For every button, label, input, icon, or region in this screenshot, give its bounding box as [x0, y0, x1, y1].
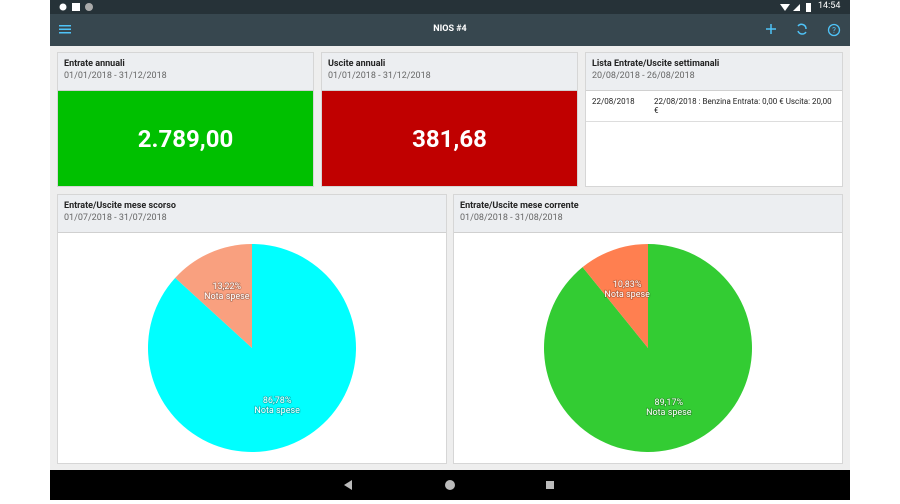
slice-value-label: 89,17%: [655, 398, 684, 408]
pie-slice: [582, 244, 648, 348]
card: Uscite annuali 01/01/2018 - 31/12/2018 38…: [321, 52, 578, 187]
card-title: Entrate annuali: [64, 59, 125, 69]
clock: 14:54: [818, 1, 841, 11]
back-button[interactable]: [344, 480, 352, 490]
card-title: Uscite annuali: [328, 59, 386, 69]
card: Lista Entrate/Uscite settimanali 20/08/20…: [585, 52, 843, 187]
status-icons: [59, 3, 93, 11]
help-button[interactable]: ?: [827, 23, 841, 37]
slice-value-label: 10,83%: [613, 280, 642, 290]
status-bar: 14:54: [50, 0, 850, 14]
dashboard: Entrate annuali 01/01/2018 - 31/12/2018 2…: [50, 46, 850, 470]
card-title: Lista Entrate/Uscite settimanali: [592, 59, 720, 69]
card-subtitle: 20/08/2018 - 26/08/2018: [592, 71, 695, 81]
slice-value-label: 86,78%: [263, 396, 292, 406]
home-button[interactable]: [445, 480, 455, 490]
signal-icons: [780, 3, 811, 12]
card-subtitle: 01/08/2018 - 31/08/2018: [460, 213, 563, 223]
slice-value-label: 13,22%: [213, 282, 242, 292]
actions: ?: [766, 23, 841, 37]
pie-slice: [175, 244, 252, 348]
row-date: 22/08/2018: [592, 97, 635, 106]
row-text: 22/08/2018 : Benzina Entrata: 0,00 € Usc…: [654, 97, 832, 115]
slice-category-label: Nota spese: [646, 408, 692, 418]
add-button[interactable]: [766, 24, 776, 34]
pie-card: Entrate/Uscite mese corrente 01/08/2018 -…: [453, 194, 843, 464]
card-subtitle: 01/07/2018 - 31/07/2018: [64, 213, 167, 223]
recents-button[interactable]: [546, 481, 554, 489]
pie-slice: [148, 244, 357, 452]
nav-buttons: [344, 480, 554, 490]
card-subtitle: 01/01/2018 - 31/12/2018: [64, 71, 167, 81]
pie-card: Entrate/Uscite mese scorso 01/07/2018 - 3…: [57, 194, 447, 464]
app-bar: NIOS #4 ?: [50, 14, 850, 46]
card-value: 381,68: [322, 91, 577, 186]
slice-category-label: Nota spese: [254, 406, 300, 416]
card: Entrate annuali 01/01/2018 - 31/12/2018 2…: [57, 52, 314, 187]
slice-category-label: Nota spese: [204, 292, 250, 302]
list-row[interactable]: 22/08/2018 22/08/2018 : Benzina Entrata: …: [586, 91, 842, 122]
card-value: 2.789,00: [58, 91, 313, 186]
sync-button[interactable]: [797, 23, 807, 35]
card-title: Entrate/Uscite mese scorso: [64, 201, 176, 211]
nav-bar: [50, 470, 850, 500]
app-title: NIOS #4: [433, 24, 467, 34]
card-title: Entrate/Uscite mese corrente: [460, 201, 579, 211]
menu-button[interactable]: [59, 24, 71, 34]
svg-text:?: ?: [832, 26, 836, 35]
card-subtitle: 01/01/2018 - 31/12/2018: [328, 71, 431, 81]
slice-category-label: Nota spese: [604, 290, 650, 300]
